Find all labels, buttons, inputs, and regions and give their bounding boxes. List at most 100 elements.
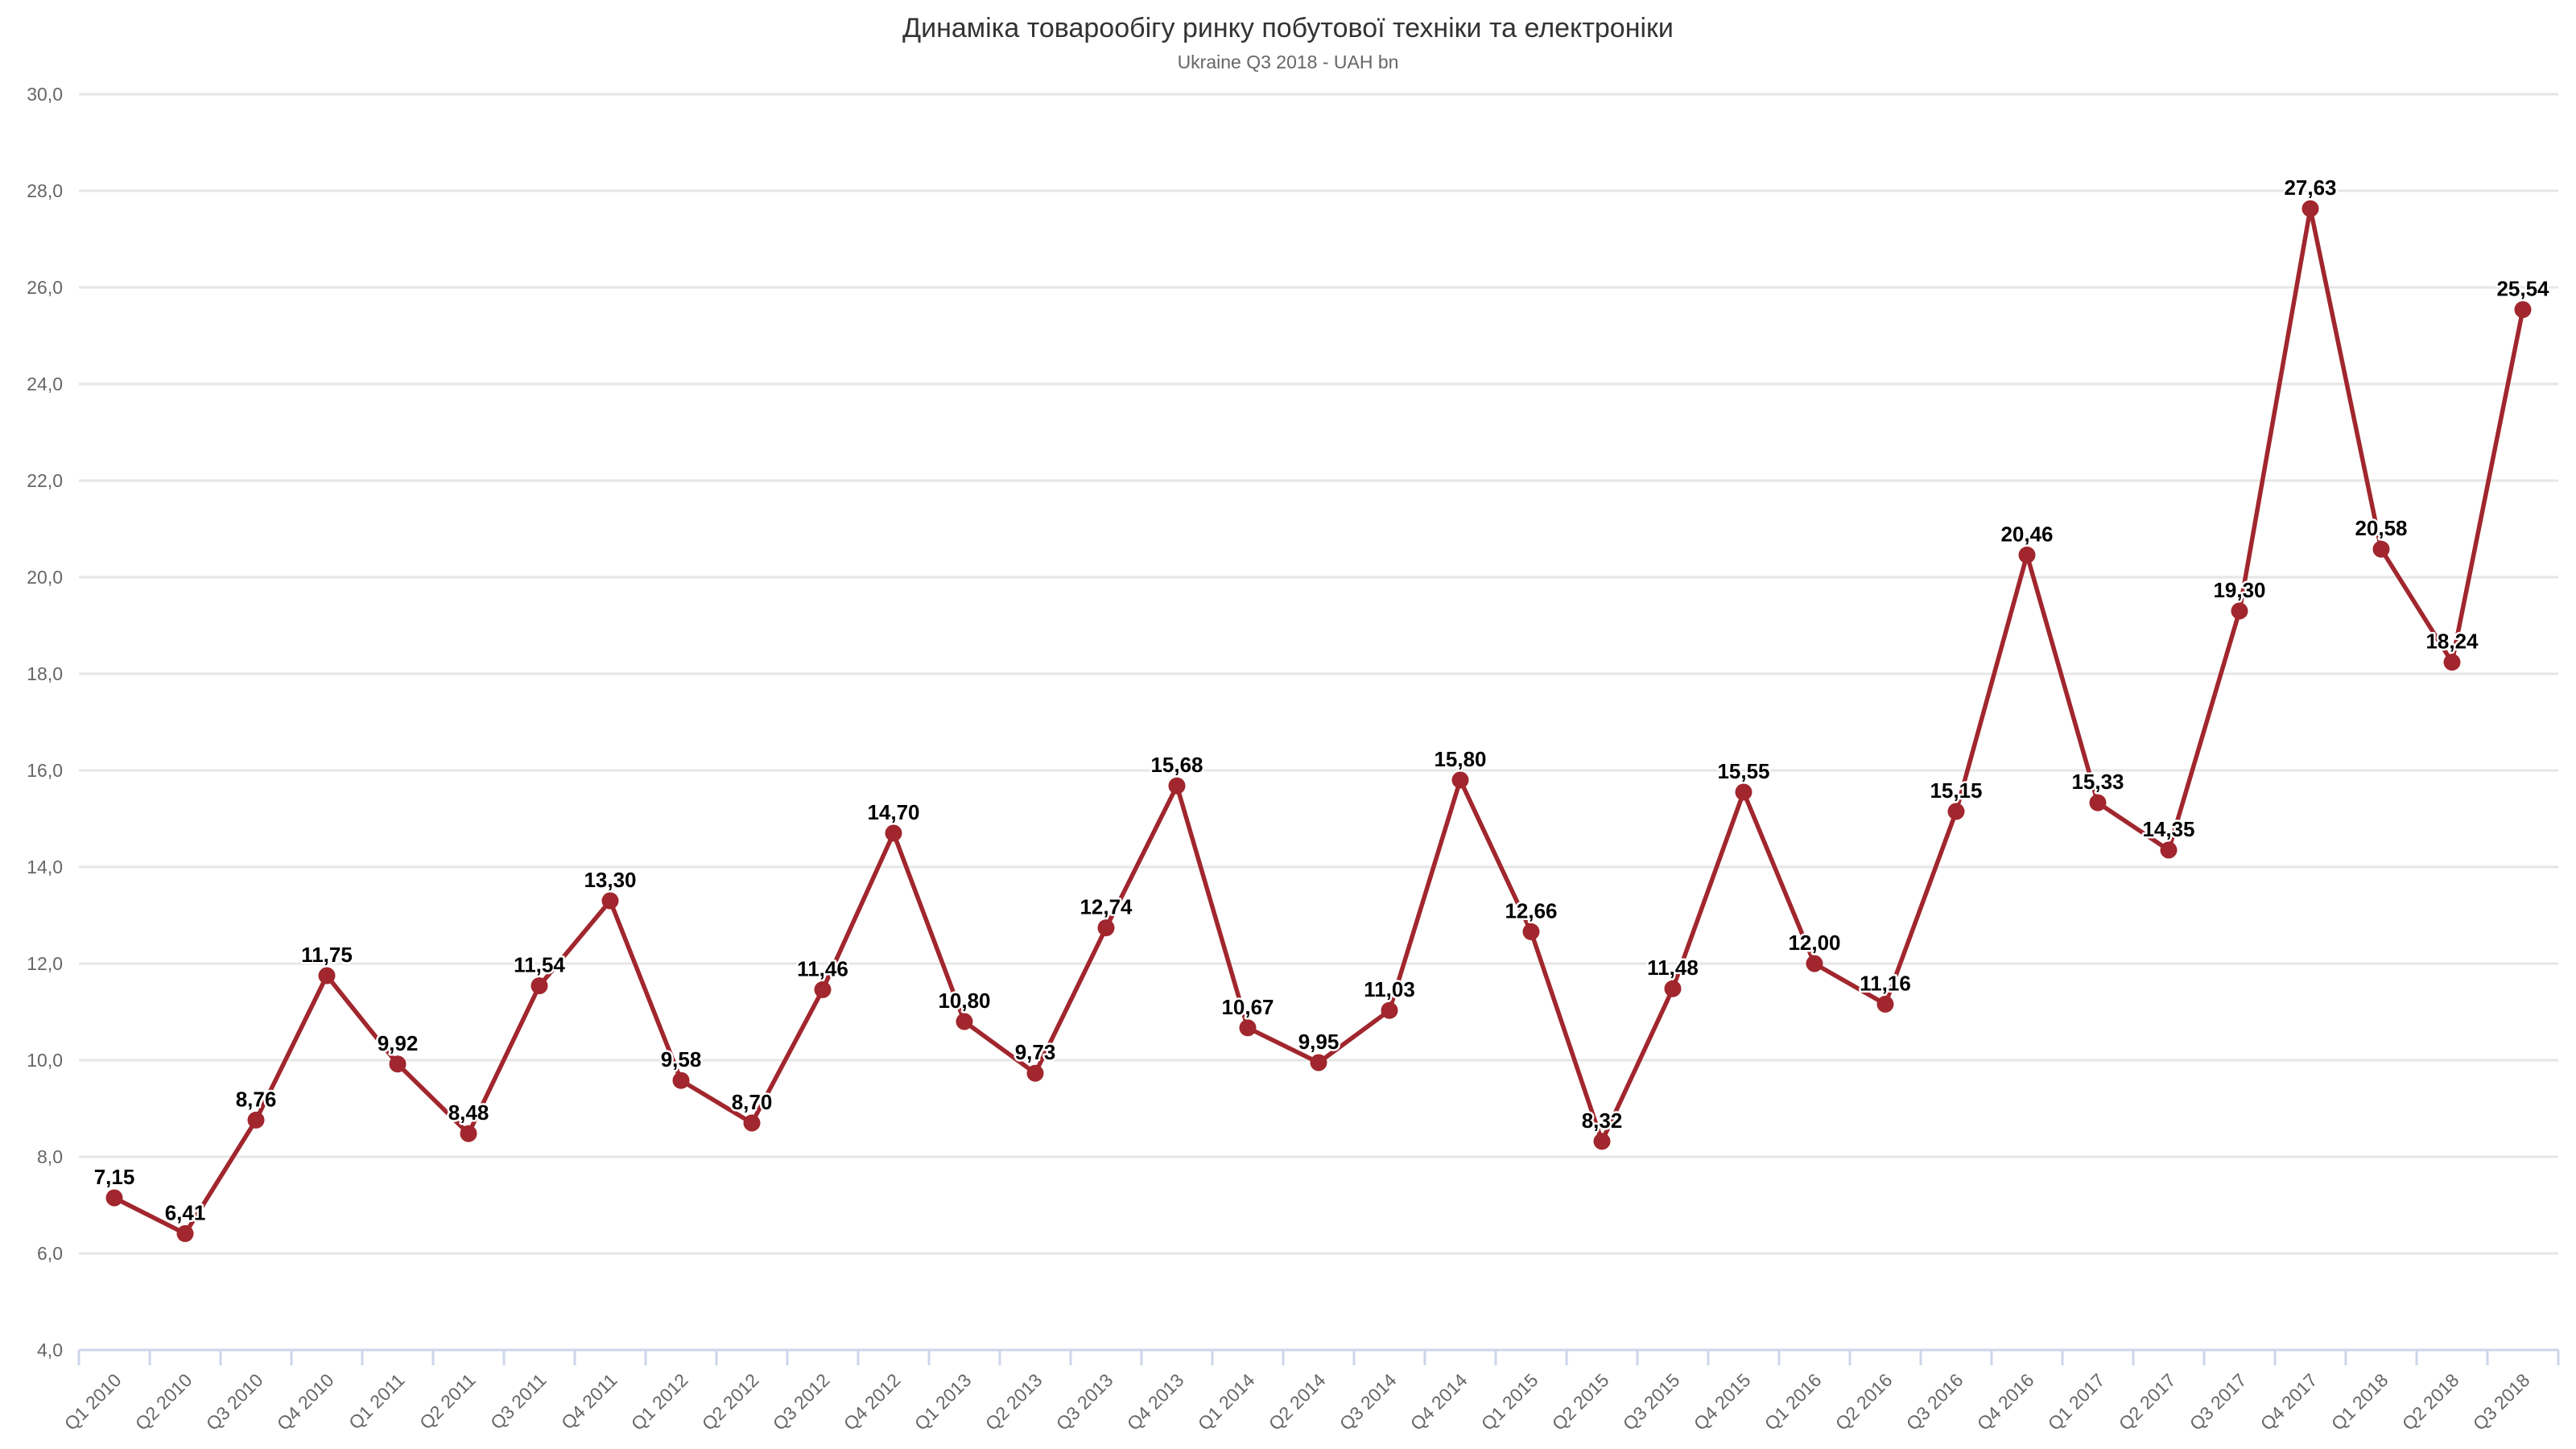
y-axis-label: 18,0 <box>27 663 63 684</box>
data-label: 9,92 <box>378 1031 419 1055</box>
data-label: 12,00 <box>1788 931 1840 955</box>
x-axis-label: Q2 2013 <box>981 1369 1046 1435</box>
x-axis-label: Q2 2011 <box>415 1369 480 1434</box>
data-point[interactable] <box>814 980 832 998</box>
data-point[interactable] <box>1026 1064 1044 1082</box>
data-label: 10,80 <box>938 989 990 1013</box>
data-point[interactable] <box>1451 771 1469 789</box>
data-point[interactable] <box>1168 777 1186 795</box>
data-point[interactable] <box>2301 200 2319 217</box>
data-point[interactable] <box>1664 980 1682 997</box>
x-axis-label: Q4 2016 <box>1973 1369 2038 1435</box>
data-label: 25,54 <box>2496 277 2549 301</box>
x-axis-label: Q2 2017 <box>2115 1369 2180 1435</box>
data-point[interactable] <box>460 1125 477 1142</box>
data-point[interactable] <box>2231 602 2248 620</box>
chart-subtitle: Ukraine Q3 2018 - UAH bn <box>1177 52 1399 72</box>
y-axis-label: 28,0 <box>27 180 63 201</box>
y-axis-label: 24,0 <box>27 374 63 394</box>
data-point[interactable] <box>1806 955 1823 972</box>
x-axis-label: Q1 2015 <box>1477 1369 1542 1435</box>
data-point[interactable] <box>956 1013 973 1030</box>
data-label: 20,58 <box>2355 516 2407 540</box>
data-label: 8,32 <box>1582 1108 1623 1133</box>
x-axis-label: Q2 2016 <box>1831 1369 1897 1435</box>
data-point[interactable] <box>389 1055 407 1073</box>
data-point[interactable] <box>1381 1001 1398 1019</box>
data-point[interactable] <box>1310 1054 1327 1071</box>
y-axis-label: 16,0 <box>27 760 63 781</box>
data-point[interactable] <box>1522 923 1540 940</box>
data-point[interactable] <box>176 1224 194 1242</box>
x-axis-label: Q1 2011 <box>345 1369 409 1434</box>
data-label: 15,33 <box>2071 770 2124 794</box>
y-axis-label: 12,0 <box>27 953 63 974</box>
x-axis-label: Q3 2014 <box>1335 1369 1401 1435</box>
x-axis-label: Q4 2015 <box>1690 1369 1755 1435</box>
data-label: 11,16 <box>1860 971 1911 995</box>
y-axis-label: 14,0 <box>27 857 63 877</box>
data-label: 27,63 <box>2284 175 2336 200</box>
data-label: 10,67 <box>1221 995 1274 1019</box>
x-axis-label: Q1 2012 <box>627 1369 692 1435</box>
x-axis-label: Q1 2017 <box>2044 1369 2109 1435</box>
data-point[interactable] <box>2089 794 2107 811</box>
data-point[interactable] <box>1947 803 1965 820</box>
x-axis-label: Q2 2010 <box>131 1369 196 1435</box>
x-axis-label: Q4 2013 <box>1123 1369 1188 1435</box>
data-point[interactable] <box>2018 546 2036 564</box>
x-axis-label: Q4 2012 <box>840 1369 905 1435</box>
x-axis-label: Q1 2016 <box>1761 1369 1826 1435</box>
data-point[interactable] <box>601 892 619 910</box>
data-point[interactable] <box>530 977 548 995</box>
data-label: 8,76 <box>236 1087 277 1111</box>
x-axis-label: Q4 2017 <box>2256 1369 2322 1435</box>
y-axis-label: 22,0 <box>27 470 63 491</box>
x-axis-label: Q4 2010 <box>273 1369 338 1435</box>
y-axis-label: 6,0 <box>37 1243 63 1264</box>
data-point[interactable] <box>2443 654 2461 671</box>
data-label: 12,74 <box>1080 895 1133 919</box>
data-label: 18,24 <box>2425 630 2479 654</box>
x-axis-label: Q3 2010 <box>202 1369 267 1435</box>
x-axis-label: Q3 2013 <box>1052 1369 1117 1435</box>
data-point[interactable] <box>2372 540 2390 558</box>
data-label: 11,75 <box>301 943 353 967</box>
data-label: 8,48 <box>448 1100 489 1125</box>
series-line <box>112 206 2525 1236</box>
data-label: 15,15 <box>1930 778 1982 803</box>
x-axis-label: Q3 2012 <box>769 1369 834 1435</box>
chart-title: Динаміка товарообігу ринку побутової тех… <box>902 13 1674 43</box>
y-axis-label: 4,0 <box>37 1340 63 1360</box>
data-point[interactable] <box>1097 919 1115 937</box>
data-point[interactable] <box>2514 301 2532 319</box>
data-point[interactable] <box>318 967 336 985</box>
data-point[interactable] <box>1735 783 1752 801</box>
x-axis-label: Q3 2017 <box>2186 1369 2251 1435</box>
y-axis-label: 8,0 <box>37 1146 63 1167</box>
data-point[interactable] <box>1593 1133 1611 1150</box>
data-point[interactable] <box>247 1111 265 1129</box>
data-point[interactable] <box>885 824 902 842</box>
data-label: 11,48 <box>1647 956 1699 980</box>
data-point[interactable] <box>1239 1019 1257 1037</box>
y-axis-label: 26,0 <box>27 277 63 298</box>
x-axis-label: Q1 2018 <box>2327 1369 2392 1435</box>
y-axis-label: 30,0 <box>27 84 63 105</box>
data-label: 15,55 <box>1717 759 1769 783</box>
x-axis-label: Q4 2014 <box>1406 1369 1472 1435</box>
data-label: 15,80 <box>1434 747 1486 771</box>
data-label: 7,15 <box>94 1165 135 1189</box>
x-axis-label: Q4 2011 <box>557 1369 621 1434</box>
data-point[interactable] <box>743 1114 761 1132</box>
data-point[interactable] <box>2160 841 2178 859</box>
data-point[interactable] <box>105 1189 123 1207</box>
data-point[interactable] <box>1876 995 1894 1013</box>
x-axis-label: Q1 2014 <box>1194 1369 1259 1435</box>
data-point[interactable] <box>672 1071 690 1089</box>
x-axis-label: Q3 2011 <box>486 1369 551 1434</box>
x-axis-label: Q2 2015 <box>1548 1369 1613 1435</box>
x-axis-label: Q1 2013 <box>910 1369 976 1435</box>
